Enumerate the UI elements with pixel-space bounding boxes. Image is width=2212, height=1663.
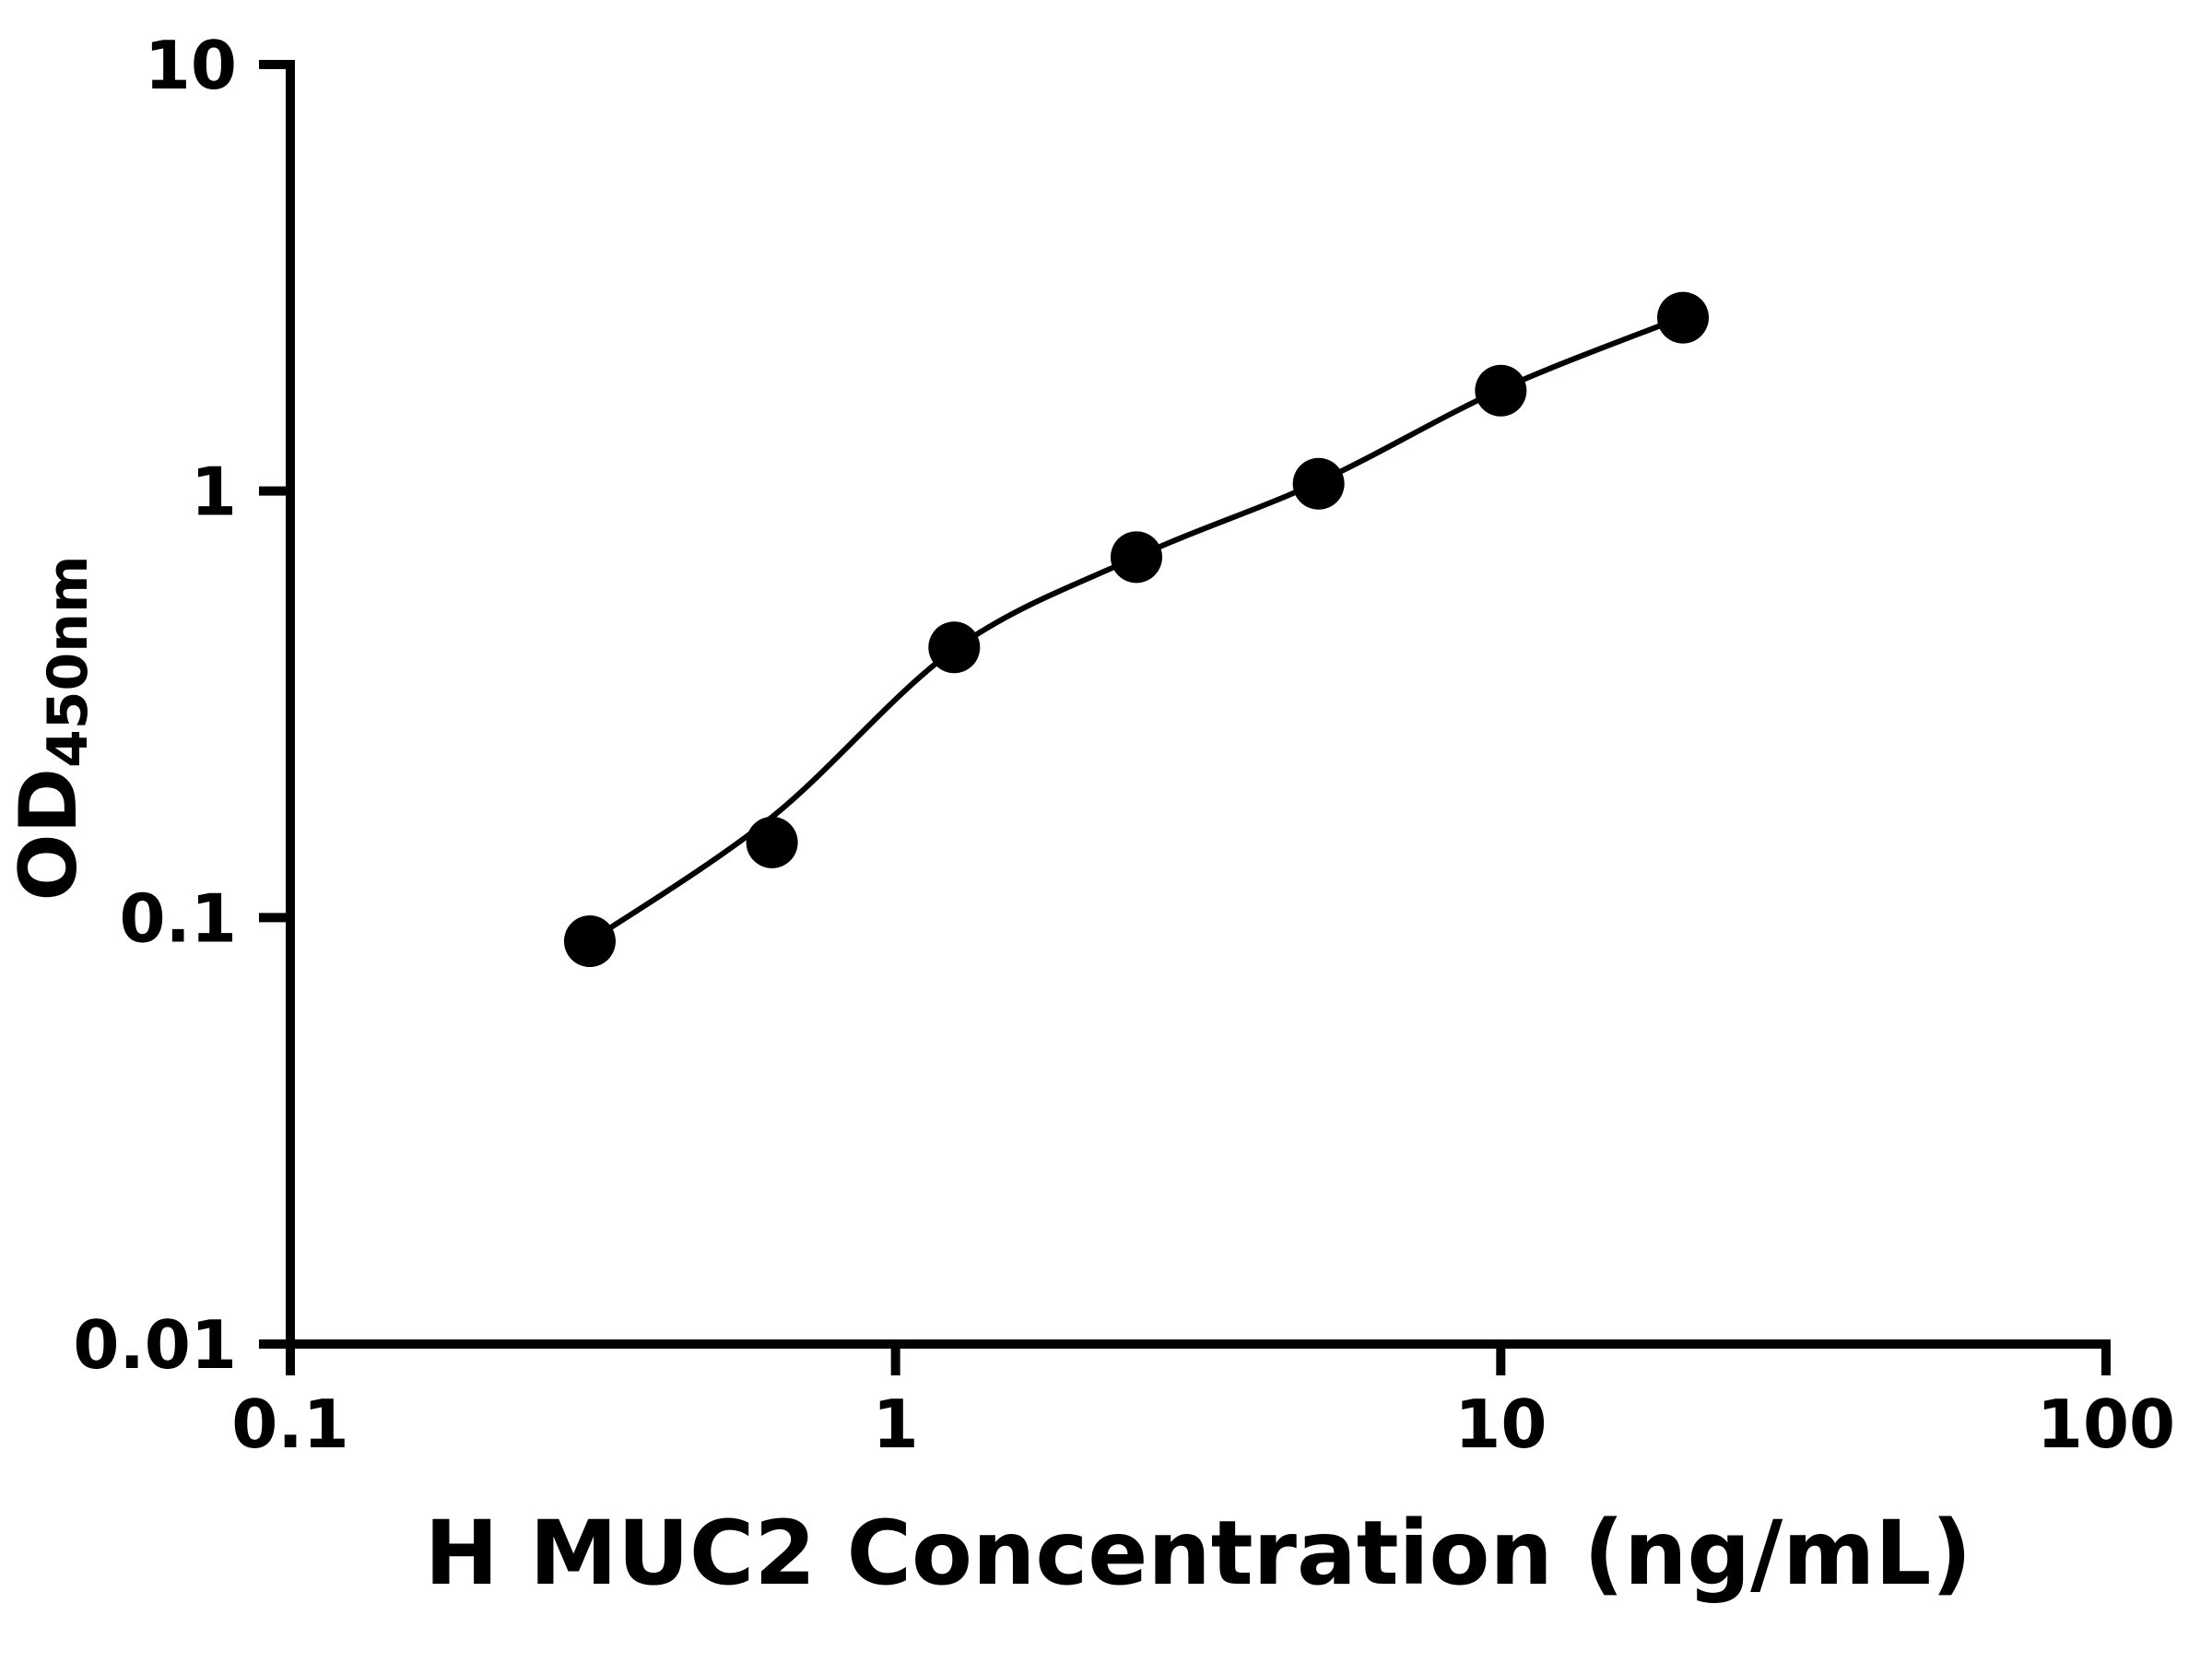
- x-axis-title: H MUC2 Concentration (ng/mL): [425, 1502, 1972, 1605]
- y-axis-title: OD450nm: [3, 556, 100, 902]
- y-tick-label: 10: [145, 27, 237, 104]
- data-point: [563, 915, 616, 968]
- data-point: [1292, 457, 1345, 510]
- y-axis-title-main: OD: [3, 768, 95, 902]
- y-tick-label: 0.01: [73, 1306, 237, 1384]
- data-point: [1657, 291, 1710, 344]
- x-tick-label: 10: [1454, 1386, 1547, 1463]
- data-point: [746, 816, 798, 868]
- x-tick-label: 100: [2037, 1386, 2175, 1463]
- y-tick-label: 1: [191, 454, 237, 531]
- y-axis-title-sub: 450nm: [36, 556, 100, 768]
- data-point: [1475, 364, 1527, 417]
- y-tick-label: 0.1: [119, 879, 237, 957]
- x-tick-label: 0.1: [231, 1386, 349, 1463]
- x-tick-label: 1: [873, 1386, 919, 1463]
- data-point: [928, 621, 981, 674]
- data-point: [1110, 531, 1162, 584]
